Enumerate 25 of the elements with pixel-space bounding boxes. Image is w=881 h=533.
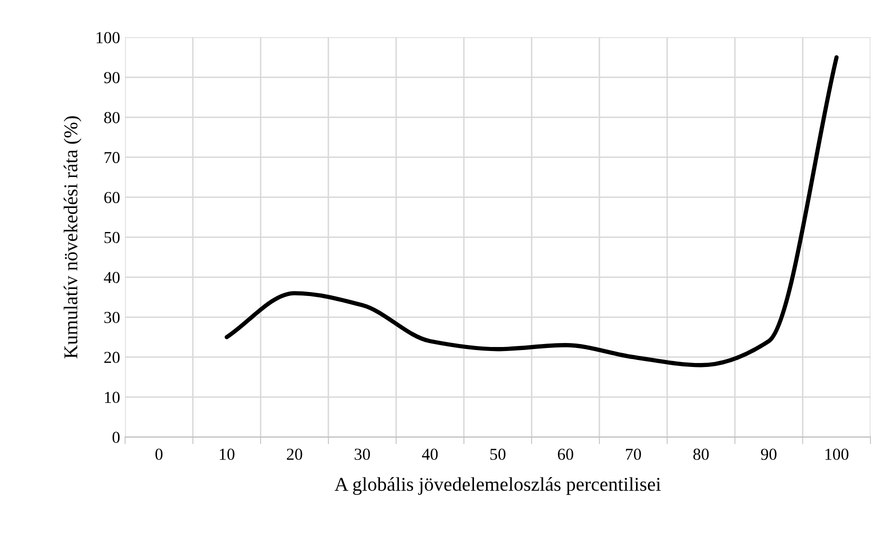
y-tick-label: 10 bbox=[105, 392, 120, 404]
y-tick-label: 20 bbox=[104, 352, 120, 364]
x-axis-title: A globális jövedelemeloszlás percentilisei bbox=[334, 477, 661, 495]
x-tick-label: 40 bbox=[422, 448, 438, 460]
y-tick-label: 70 bbox=[104, 152, 120, 164]
x-tick-label: 20 bbox=[286, 448, 302, 460]
x-tick-label: 50 bbox=[490, 448, 506, 460]
x-tick-label: 0 bbox=[155, 448, 163, 460]
x-tick-label: 80 bbox=[693, 448, 709, 460]
y-tick-label: 40 bbox=[104, 272, 120, 284]
y-axis-title: Kumulatív növekedési ráta (%) bbox=[64, 116, 82, 358]
x-tick-label: 100 bbox=[826, 448, 848, 460]
y-tick-label: 60 bbox=[104, 192, 120, 204]
line-series bbox=[224, 55, 839, 368]
x-tick-label: 70 bbox=[626, 448, 641, 460]
x-tick-label: 60 bbox=[558, 448, 574, 460]
y-tick-label: 80 bbox=[104, 112, 120, 124]
x-tick-label: 90 bbox=[760, 448, 776, 460]
y-tick-label: 0 bbox=[112, 432, 120, 444]
y-tick-label: 50 bbox=[104, 232, 120, 244]
x-tick-label: 30 bbox=[354, 448, 370, 460]
x-tick-label: 10 bbox=[220, 448, 234, 460]
y-tick-label: 90 bbox=[104, 72, 120, 84]
y-tick-label: 30 bbox=[104, 312, 120, 324]
y-tick-label: 100 bbox=[96, 32, 120, 44]
